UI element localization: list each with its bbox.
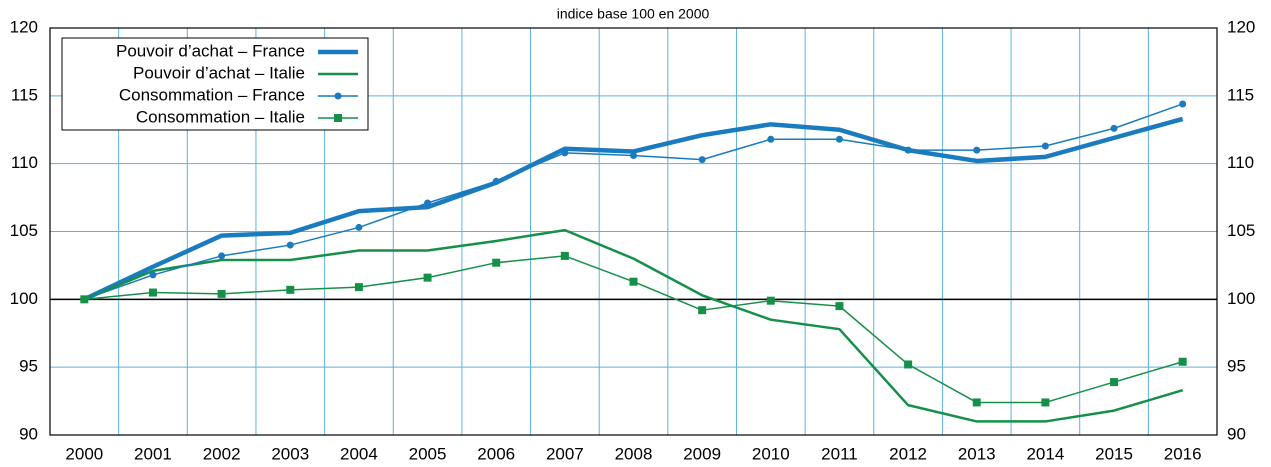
x-tick-label: 2012 bbox=[889, 444, 927, 463]
data-point bbox=[492, 258, 501, 267]
y2-tick-label: 105 bbox=[1227, 221, 1255, 240]
x-tick-label: 2006 bbox=[477, 444, 515, 463]
data-point bbox=[424, 199, 432, 207]
legend-label: Consommation – France bbox=[119, 85, 305, 104]
y2-tick-label: 90 bbox=[1227, 424, 1246, 443]
data-point bbox=[148, 288, 157, 297]
data-point bbox=[972, 398, 981, 407]
data-point bbox=[1179, 100, 1187, 108]
data-point bbox=[286, 241, 294, 249]
data-point bbox=[973, 146, 981, 154]
data-point bbox=[766, 296, 775, 305]
y-tick-label: 110 bbox=[11, 153, 38, 172]
data-point bbox=[835, 135, 843, 143]
data-point bbox=[149, 271, 157, 279]
y2-tick-label: 95 bbox=[1227, 357, 1246, 376]
legend-label: Pouvoir d’achat – Italie bbox=[133, 63, 305, 82]
data-point bbox=[561, 149, 569, 157]
data-point bbox=[904, 146, 912, 154]
y-tick-label: 105 bbox=[10, 221, 38, 240]
legend-label: Pouvoir d’achat – France bbox=[116, 41, 305, 60]
x-tick-label: 2000 bbox=[65, 444, 103, 463]
x-tick-label: 2005 bbox=[409, 444, 447, 463]
data-point bbox=[492, 177, 500, 185]
data-point bbox=[217, 289, 226, 298]
data-point bbox=[560, 251, 569, 260]
x-tick-label: 2009 bbox=[683, 444, 721, 463]
y-tick-label: 120 bbox=[10, 17, 38, 36]
data-point bbox=[698, 306, 707, 315]
data-point bbox=[835, 302, 844, 311]
legend-box bbox=[61, 37, 369, 131]
data-point bbox=[355, 223, 363, 231]
data-point bbox=[1110, 124, 1118, 132]
y-tick-label: 95 bbox=[19, 357, 38, 376]
y2-tick-label: 120 bbox=[1227, 17, 1255, 36]
data-point bbox=[286, 285, 295, 294]
data-point bbox=[698, 156, 706, 164]
y-tick-label: 115 bbox=[11, 85, 38, 104]
data-point bbox=[423, 273, 432, 282]
series-line bbox=[83, 228, 1184, 423]
data-point bbox=[629, 277, 638, 286]
data-point bbox=[1178, 357, 1187, 366]
y-tick-label: 90 bbox=[19, 424, 38, 443]
legend-marker bbox=[334, 114, 342, 122]
series-line bbox=[84, 103, 1183, 301]
y2-tick-label: 115 bbox=[1227, 85, 1254, 104]
x-tick-label: 2013 bbox=[958, 444, 996, 463]
x-tick-label: 2007 bbox=[546, 444, 584, 463]
data-point bbox=[904, 360, 913, 369]
y2-tick-label: 110 bbox=[1227, 153, 1254, 172]
legend-marker bbox=[334, 92, 342, 100]
y-tick-label: 100 bbox=[10, 289, 38, 308]
x-tick-label: 2010 bbox=[752, 444, 790, 463]
x-tick-label: 2011 bbox=[821, 444, 858, 463]
data-point bbox=[630, 152, 637, 160]
chart-subtitle: indice base 100 en 2000 bbox=[557, 6, 710, 22]
data-point bbox=[354, 283, 363, 292]
data-point bbox=[218, 252, 226, 260]
legend-label: Consommation – Italie bbox=[136, 107, 305, 126]
data-point bbox=[1041, 142, 1049, 150]
x-tick-label: 2015 bbox=[1095, 444, 1133, 463]
plot-frame bbox=[49, 27, 1218, 436]
x-tick-label: 2008 bbox=[615, 444, 653, 463]
y2-tick-label: 100 bbox=[1227, 289, 1255, 308]
x-tick-label: 2002 bbox=[203, 444, 241, 463]
x-tick-label: 2014 bbox=[1026, 444, 1064, 463]
x-tick-label: 2016 bbox=[1164, 444, 1202, 463]
series-line bbox=[83, 116, 1184, 302]
data-point bbox=[1110, 378, 1119, 387]
data-point bbox=[80, 295, 89, 304]
x-tick-label: 2001 bbox=[134, 444, 172, 463]
x-tick-label: 2004 bbox=[340, 444, 378, 463]
data-point bbox=[767, 135, 775, 143]
data-point bbox=[1041, 398, 1050, 407]
x-tick-label: 2003 bbox=[271, 444, 309, 463]
